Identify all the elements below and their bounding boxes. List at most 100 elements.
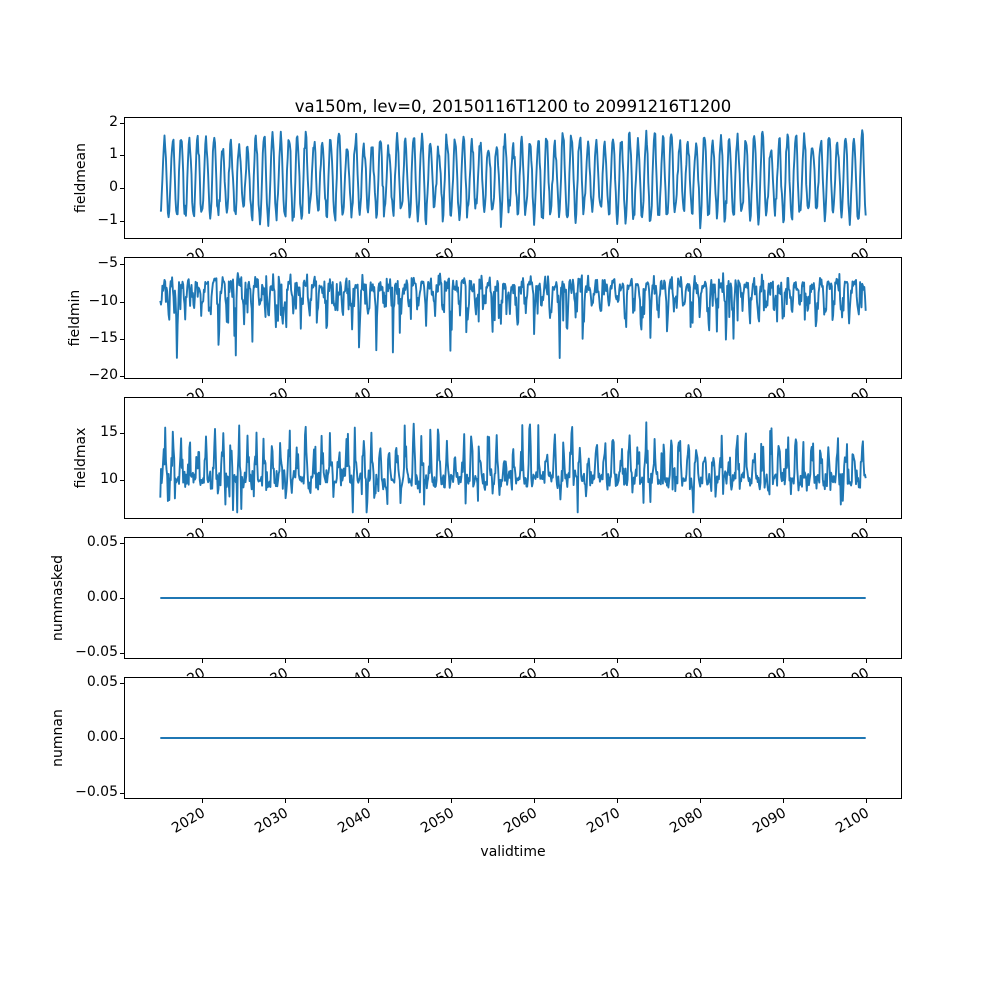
x-tick-mark	[368, 519, 369, 523]
y-tick-mark	[120, 480, 124, 481]
x-tick-mark	[534, 799, 535, 803]
axes-frame-fieldmin	[124, 257, 902, 379]
line-series-numnan	[160, 737, 866, 739]
y-tick-mark	[120, 339, 124, 340]
x-tick-mark	[285, 659, 286, 663]
y-tick-mark	[120, 683, 124, 684]
series-path-fieldmax	[159, 421, 867, 514]
x-tick-mark	[368, 379, 369, 383]
x-tick-mark	[202, 519, 203, 523]
series-path-fieldmin	[159, 272, 867, 359]
x-tick-mark	[534, 379, 535, 383]
series-path-fieldmean	[159, 129, 867, 230]
y-tick-label: 15	[100, 424, 118, 440]
x-tick-mark	[451, 659, 452, 663]
x-tick-mark	[783, 379, 784, 383]
figure-title: va150m, lev=0, 20150116T1200 to 20991216…	[294, 97, 732, 116]
x-tick-mark	[866, 239, 867, 243]
line-series-fieldmin	[159, 272, 867, 359]
x-tick-mark	[202, 799, 203, 803]
y-tick-mark	[120, 738, 124, 739]
y-tick-mark	[120, 188, 124, 189]
x-tick-mark	[783, 799, 784, 803]
x-tick-label: 2040	[335, 805, 374, 837]
y-tick-label: 0	[109, 179, 118, 195]
y-tick-mark	[120, 123, 124, 124]
x-tick-mark	[700, 519, 701, 523]
y-tick-label: −15	[88, 330, 118, 346]
x-tick-mark	[700, 239, 701, 243]
y-tick-label: −20	[88, 367, 118, 383]
ylabel-fieldmin: fieldmin	[67, 289, 83, 347]
x-tick-label: 2080	[667, 805, 706, 837]
x-tick-mark	[285, 379, 286, 383]
x-tick-mark	[866, 379, 867, 383]
x-tick-mark	[202, 379, 203, 383]
x-tick-mark	[368, 239, 369, 243]
x-tick-mark	[451, 799, 452, 803]
x-tick-mark	[783, 519, 784, 523]
x-tick-mark	[534, 659, 535, 663]
y-tick-label: 2	[109, 114, 118, 130]
ylabel-nummasked: nummasked	[50, 555, 66, 642]
x-tick-mark	[534, 239, 535, 243]
y-tick-label: −10	[88, 293, 118, 309]
y-tick-label: −0.05	[75, 784, 118, 800]
y-tick-label: 1	[109, 146, 118, 162]
x-tick-mark	[866, 659, 867, 663]
x-tick-mark	[700, 799, 701, 803]
x-tick-mark	[866, 519, 867, 523]
y-tick-mark	[120, 543, 124, 544]
y-tick-mark	[120, 155, 124, 156]
x-tick-mark	[202, 239, 203, 243]
x-tick-mark	[866, 799, 867, 803]
x-tick-mark	[285, 519, 286, 523]
x-tick-mark	[451, 519, 452, 523]
y-tick-mark	[120, 302, 124, 303]
x-axis-label: validtime	[480, 844, 546, 860]
x-tick-mark	[700, 659, 701, 663]
x-tick-label: 2030	[252, 805, 291, 837]
x-tick-mark	[783, 239, 784, 243]
x-tick-mark	[202, 659, 203, 663]
y-tick-label: 0.00	[86, 589, 118, 605]
ylabel-fieldmean: fieldmean	[73, 143, 89, 213]
x-tick-mark	[783, 659, 784, 663]
axes-frame-numnan	[124, 677, 902, 799]
x-tick-mark	[368, 799, 369, 803]
x-tick-mark	[617, 519, 618, 523]
x-tick-label: 2020	[169, 805, 208, 837]
x-tick-mark	[534, 519, 535, 523]
x-tick-mark	[451, 239, 452, 243]
x-tick-mark	[617, 239, 618, 243]
y-tick-mark	[120, 598, 124, 599]
y-tick-label: 0.00	[86, 729, 118, 745]
x-tick-mark	[617, 659, 618, 663]
ylabel-fieldmax: fieldmax	[73, 427, 89, 489]
x-tick-mark	[368, 659, 369, 663]
y-tick-mark	[120, 433, 124, 434]
y-tick-label: 0.05	[86, 534, 118, 550]
x-tick-mark	[617, 379, 618, 383]
y-tick-label: −1	[97, 212, 118, 228]
x-tick-label: 2100	[833, 805, 872, 837]
x-tick-label: 2090	[750, 805, 789, 837]
y-tick-mark	[120, 653, 124, 654]
line-series-fieldmax	[159, 421, 867, 514]
axes-frame-fieldmean	[124, 117, 902, 239]
y-tick-mark	[120, 221, 124, 222]
axes-frame-fieldmax	[124, 397, 902, 519]
x-tick-mark	[285, 799, 286, 803]
axes-frame-nummasked	[124, 537, 902, 659]
y-tick-mark	[120, 793, 124, 794]
line-series-fieldmean	[159, 129, 867, 230]
ylabel-numnan: numnan	[50, 709, 66, 767]
y-tick-mark	[120, 376, 124, 377]
y-tick-label: 0.05	[86, 674, 118, 690]
line-series-nummasked	[160, 597, 866, 599]
y-tick-mark	[120, 264, 124, 265]
x-tick-mark	[451, 379, 452, 383]
y-tick-label: −0.05	[75, 644, 118, 660]
x-tick-mark	[700, 379, 701, 383]
y-tick-label: 10	[100, 471, 118, 487]
